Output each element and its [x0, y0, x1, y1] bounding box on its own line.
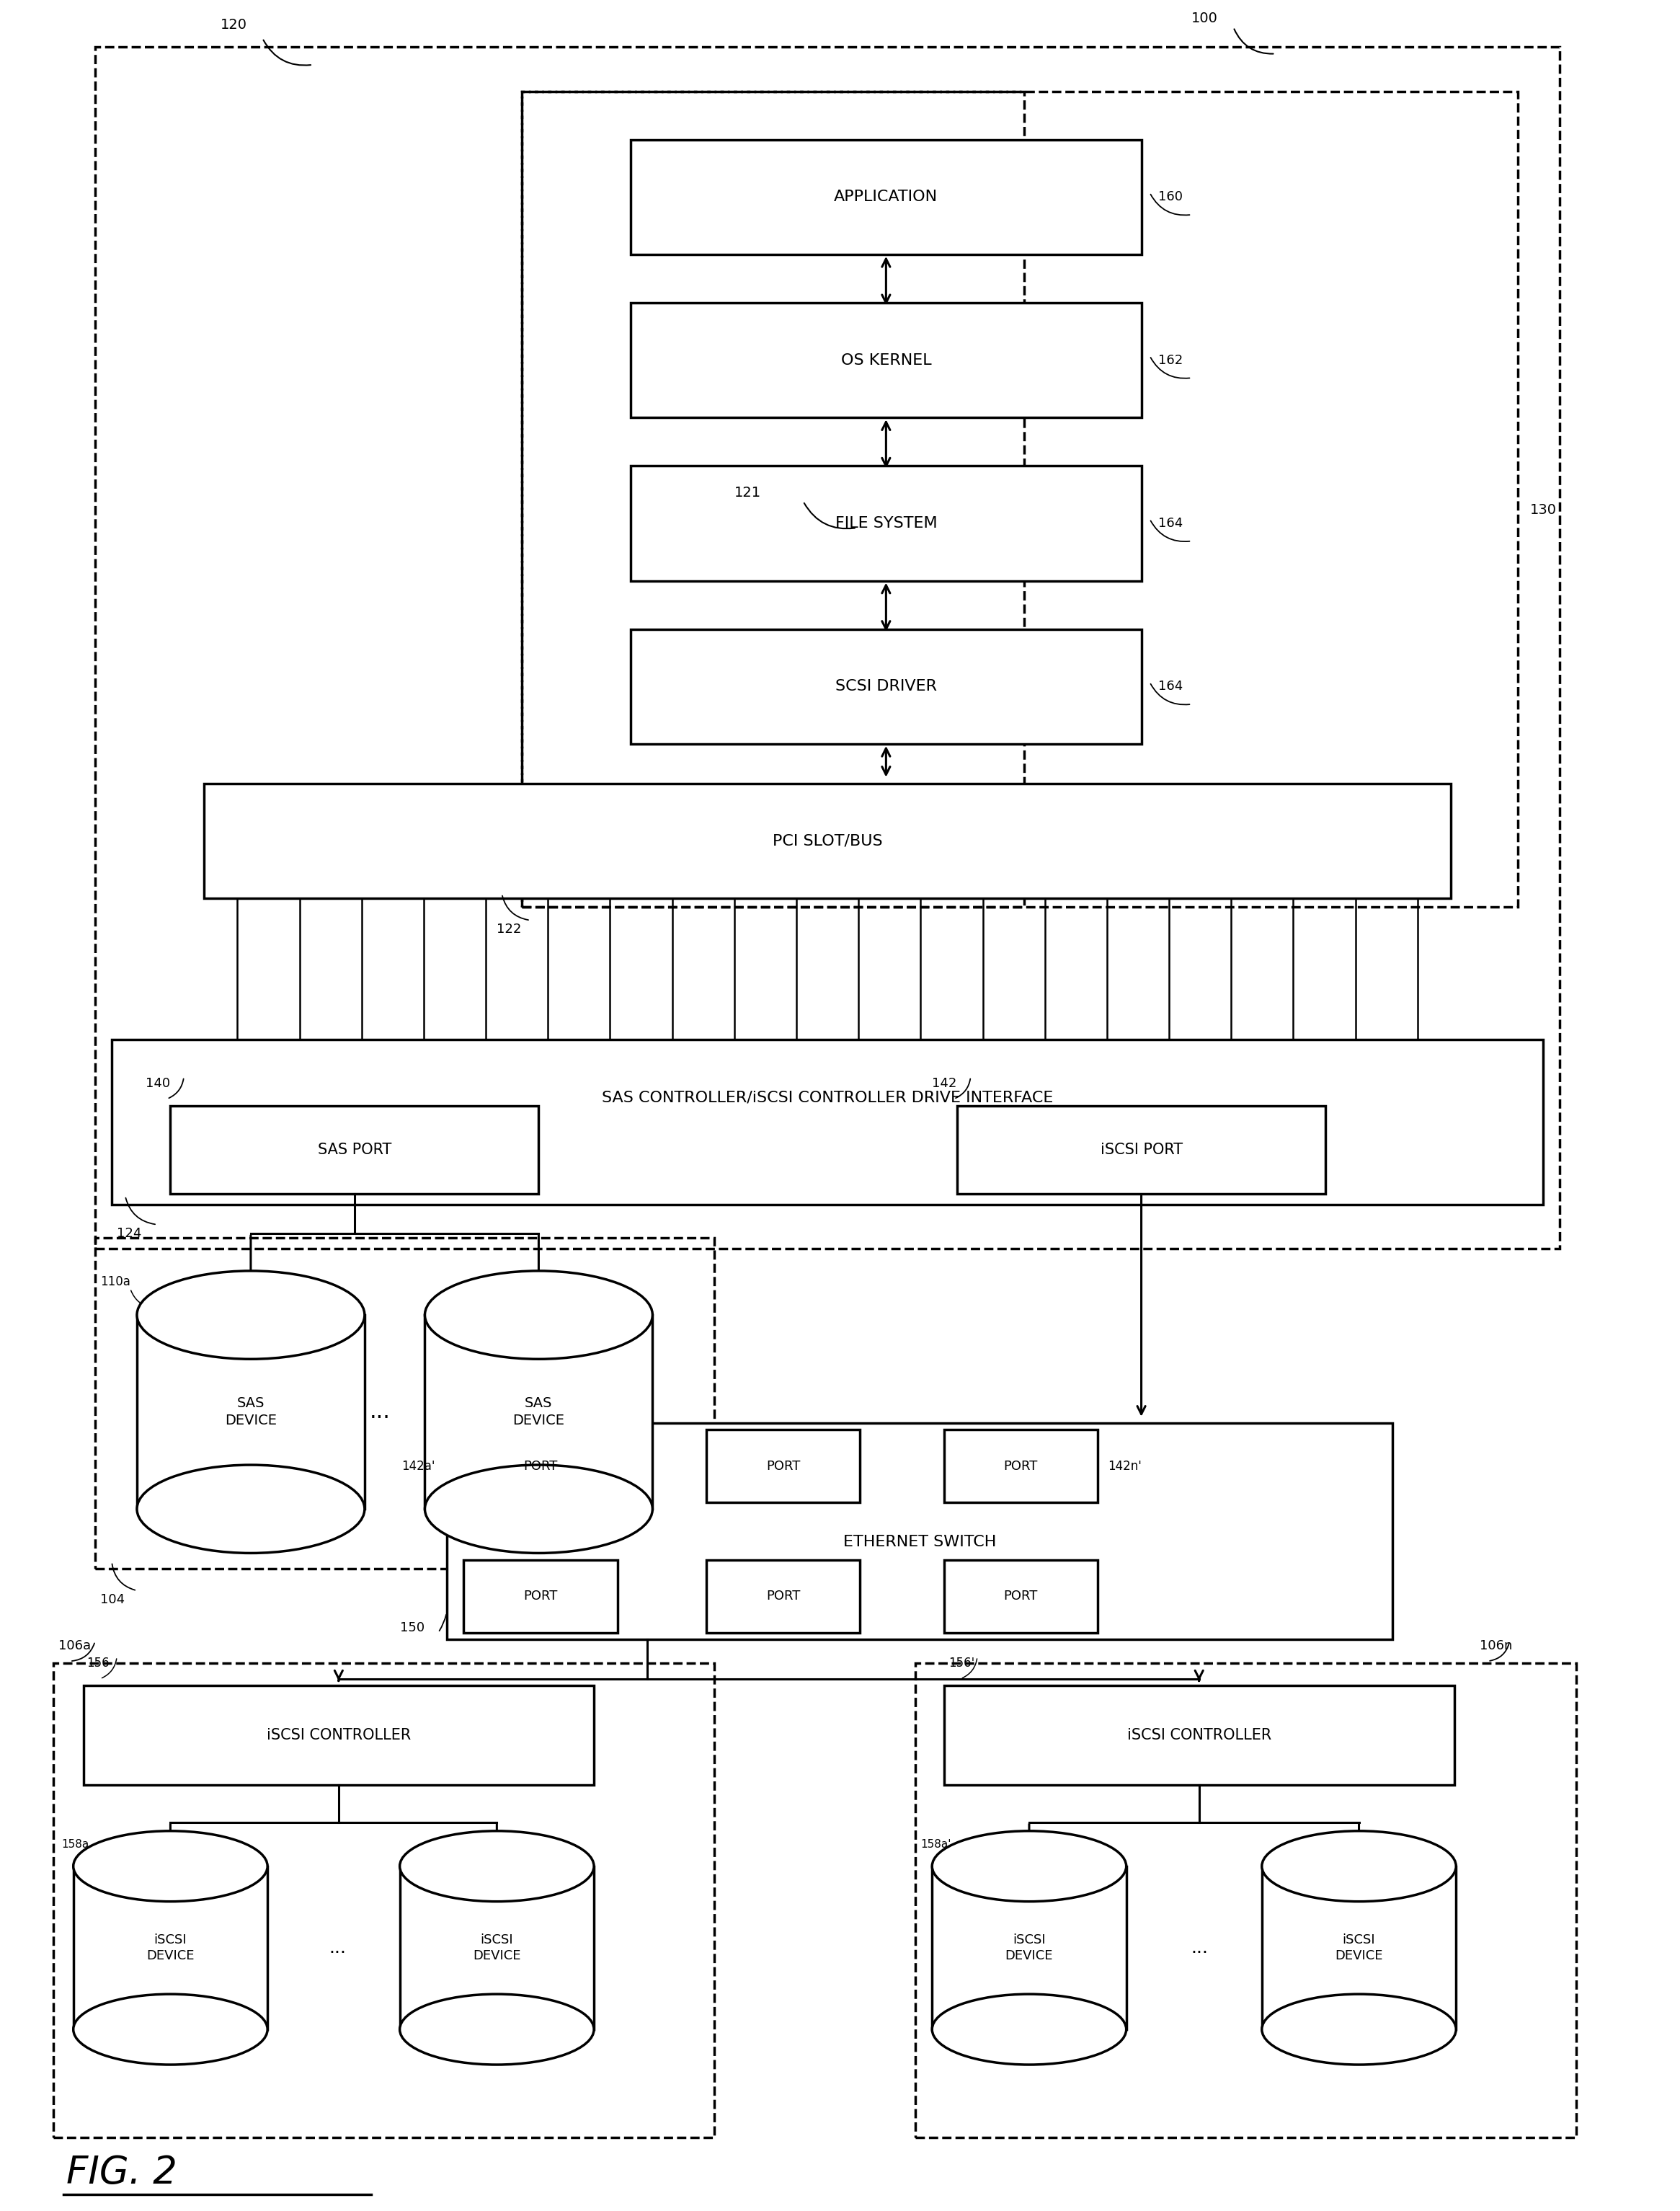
Ellipse shape — [932, 1994, 1126, 2065]
Ellipse shape — [425, 1466, 652, 1552]
Bar — [630, 630, 1141, 743]
Text: 150: 150 — [400, 1621, 425, 1634]
Bar — [706, 1431, 860, 1503]
Bar — [706, 1559, 860, 1632]
Text: PORT: PORT — [766, 1590, 800, 1603]
Bar — [630, 303, 1141, 418]
Text: 100: 100 — [1191, 11, 1218, 24]
Ellipse shape — [1262, 1831, 1457, 1901]
Bar — [630, 139, 1141, 254]
Bar — [425, 1316, 652, 1510]
Text: SAS PORT: SAS PORT — [318, 1143, 391, 1156]
Ellipse shape — [74, 1831, 267, 1901]
Text: 158n: 158n — [514, 1840, 541, 1851]
Bar — [944, 1685, 1455, 1784]
Ellipse shape — [74, 1994, 267, 2065]
Bar — [1262, 1866, 1457, 2030]
Text: 124: 124 — [118, 1227, 141, 1240]
Text: 158a: 158a — [62, 1840, 89, 1851]
Text: PORT: PORT — [522, 1459, 558, 1473]
Ellipse shape — [138, 1271, 365, 1360]
Text: SAS CONTROLLER/iSCSI CONTROLLER DRIVE INTERFACE: SAS CONTROLLER/iSCSI CONTROLLER DRIVE IN… — [601, 1090, 1053, 1106]
Text: SCSI DRIVER: SCSI DRIVER — [835, 679, 937, 694]
Text: OS KERNEL: OS KERNEL — [840, 354, 931, 367]
Bar — [203, 783, 1452, 898]
Text: 164: 164 — [1158, 681, 1183, 692]
Bar — [54, 1663, 714, 2138]
Text: iSCSI
DEVICE: iSCSI DEVICE — [146, 1932, 195, 1963]
Bar — [170, 1106, 539, 1194]
Bar — [944, 1431, 1097, 1503]
Text: iSCSI PORT: iSCSI PORT — [1100, 1143, 1183, 1156]
Text: iSCSI CONTROLLER: iSCSI CONTROLLER — [267, 1727, 412, 1742]
Text: 158n': 158n' — [1376, 1840, 1406, 1851]
Text: 156': 156' — [949, 1656, 974, 1669]
Text: PORT: PORT — [522, 1590, 558, 1603]
Ellipse shape — [400, 1994, 595, 2065]
Text: PORT: PORT — [1003, 1590, 1038, 1603]
Bar — [522, 91, 1519, 907]
Bar — [84, 1685, 595, 1784]
Text: 162: 162 — [1158, 354, 1183, 367]
Text: 158a': 158a' — [921, 1840, 951, 1851]
Text: SAS
DEVICE: SAS DEVICE — [225, 1397, 277, 1428]
Bar — [464, 1559, 617, 1632]
Bar — [916, 1663, 1576, 2138]
Bar — [447, 1424, 1393, 1638]
Text: 160: 160 — [1158, 190, 1183, 203]
Ellipse shape — [425, 1271, 652, 1360]
Bar — [464, 1431, 617, 1503]
Ellipse shape — [1262, 1994, 1457, 2065]
Bar — [96, 46, 1559, 1249]
Bar — [96, 1238, 714, 1568]
Text: 142a': 142a' — [402, 1459, 435, 1473]
Text: 142: 142 — [932, 1077, 958, 1090]
Text: 110n: 110n — [576, 1276, 606, 1289]
Text: 164: 164 — [1158, 517, 1183, 531]
Text: 142n': 142n' — [1107, 1459, 1142, 1473]
Text: 106n: 106n — [1480, 1638, 1512, 1652]
Text: PCI SLOT/BUS: PCI SLOT/BUS — [773, 834, 882, 849]
Bar — [400, 1866, 595, 2030]
Bar — [113, 1039, 1542, 1205]
Text: FIG. 2: FIG. 2 — [67, 2154, 178, 2191]
Text: 122: 122 — [497, 922, 521, 935]
Text: 121: 121 — [734, 486, 761, 500]
Bar — [138, 1316, 365, 1510]
Text: 110a: 110a — [101, 1276, 131, 1289]
Text: 130: 130 — [1530, 504, 1556, 517]
Text: FILE SYSTEM: FILE SYSTEM — [835, 515, 937, 531]
Ellipse shape — [400, 1831, 595, 1901]
Text: PORT: PORT — [1003, 1459, 1038, 1473]
Text: 140: 140 — [144, 1077, 170, 1090]
Text: PORT: PORT — [766, 1459, 800, 1473]
Text: APPLICATION: APPLICATION — [833, 190, 937, 203]
Text: iSCSI
DEVICE: iSCSI DEVICE — [472, 1932, 521, 1963]
Bar — [74, 1866, 267, 2030]
Text: 156: 156 — [87, 1656, 109, 1669]
Bar — [958, 1106, 1326, 1194]
Text: ...: ... — [1191, 1939, 1208, 1957]
Ellipse shape — [932, 1831, 1126, 1901]
Bar — [522, 91, 1025, 907]
Bar — [630, 467, 1141, 581]
Text: 120: 120 — [220, 18, 247, 31]
Text: ...: ... — [370, 1402, 390, 1422]
Text: 106a: 106a — [59, 1638, 91, 1652]
Text: ETHERNET SWITCH: ETHERNET SWITCH — [843, 1534, 996, 1550]
Text: ...: ... — [329, 1939, 346, 1957]
Ellipse shape — [138, 1466, 365, 1552]
Bar — [944, 1559, 1097, 1632]
Bar — [932, 1866, 1126, 2030]
Text: iSCSI
DEVICE: iSCSI DEVICE — [1005, 1932, 1053, 1963]
Text: iSCSI
DEVICE: iSCSI DEVICE — [1336, 1932, 1383, 1963]
Text: 104: 104 — [101, 1592, 124, 1605]
Text: iSCSI CONTROLLER: iSCSI CONTROLLER — [1127, 1727, 1272, 1742]
Text: SAS
DEVICE: SAS DEVICE — [512, 1397, 564, 1428]
